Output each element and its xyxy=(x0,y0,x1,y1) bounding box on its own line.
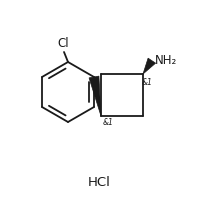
Text: &1: &1 xyxy=(142,78,153,87)
Text: Cl: Cl xyxy=(57,37,69,50)
Text: NH₂: NH₂ xyxy=(155,54,177,67)
Text: HCl: HCl xyxy=(88,176,110,189)
Text: &1: &1 xyxy=(103,117,114,126)
Polygon shape xyxy=(89,77,101,116)
Polygon shape xyxy=(143,59,156,75)
